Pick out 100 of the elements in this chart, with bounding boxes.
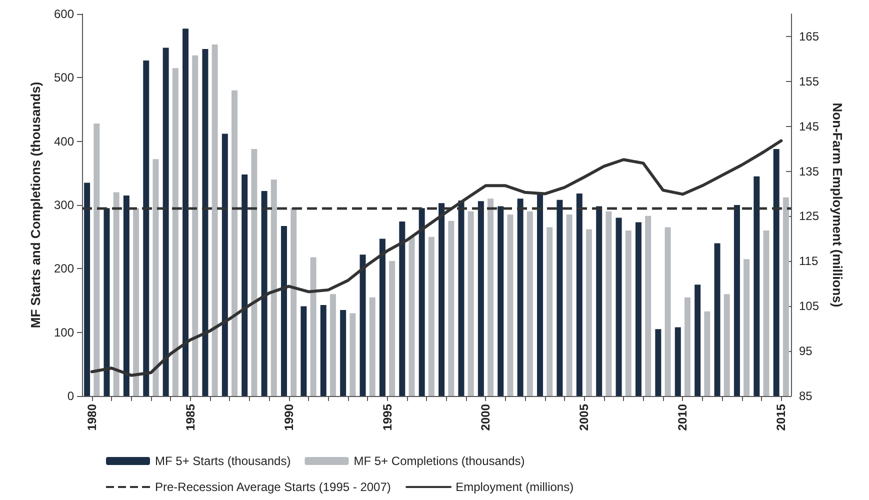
y-tick-label: 100 [54,325,74,340]
bar [202,49,208,396]
bar [418,208,425,396]
y-tick-label: 200 [54,262,74,276]
bar [438,203,445,396]
bar [507,214,514,396]
legend-label: Employment (millions) [456,480,574,494]
y2-tick-label: 115 [799,254,818,268]
bar [162,48,169,396]
x-tick-label: 2000 [478,404,493,431]
bar [566,214,572,396]
bar [330,294,336,396]
bar [232,90,238,396]
bar [123,195,130,396]
bar [340,310,346,396]
bar [645,216,652,396]
bar [300,306,307,396]
bar [408,236,415,396]
bar [773,148,780,396]
bar [192,55,198,396]
y-tick-label: 400 [54,134,74,148]
x-tick-label: 1980 [84,404,99,431]
bar [389,261,396,396]
bar [586,229,592,396]
y2-axis-title: Non-Farm Employment (millions) [830,102,845,308]
bar [94,124,100,396]
bar [694,284,701,396]
y-axis-title: MF Starts and Completions (thousands) [28,82,43,328]
bar [113,192,120,396]
y2-tick-label: 165 [799,29,820,44]
bar [84,182,90,396]
x-tick-label: 1995 [380,404,394,431]
x-tick-label: 2005 [577,404,592,431]
bar [143,60,150,396]
legend-label: Pre-Recession Average Starts (1995 - 2007) [155,480,391,494]
bar [576,194,582,396]
y-tick-label: 600 [54,7,74,21]
bar [734,205,740,396]
bar [478,201,484,396]
bar [320,304,326,396]
bar [310,257,316,396]
bar [369,297,376,396]
legend-label: MF 5+ Completions (thousands) [354,454,525,468]
y-tick-label: 0 [67,389,74,403]
bar [537,194,544,396]
x-tick-label: 2010 [676,404,690,431]
y-tick-label: 500 [54,70,74,85]
y2-tick-label: 105 [799,299,820,314]
x-tick-label: 1985 [183,404,198,431]
bar [655,329,662,396]
bar [290,208,297,396]
x-tick-label: 2015 [774,404,788,431]
x-tick-label: 1990 [282,404,296,431]
bar [360,254,366,396]
y-tick-label: 300 [54,198,74,212]
bar [517,198,524,396]
bar [526,211,533,396]
bar [546,227,553,396]
bar [242,174,248,396]
bar [674,327,681,396]
bar [182,28,189,396]
bar [104,208,110,396]
bar [763,230,770,396]
bar [133,208,140,396]
bar [498,206,504,396]
bar [399,222,406,396]
y2-tick-label: 85 [799,389,813,403]
y2-tick-label: 135 [799,164,820,178]
bar [606,211,612,396]
bar [280,226,287,396]
bar [616,218,622,396]
bar [754,176,760,396]
bar [251,148,258,396]
bar [724,294,730,396]
bar [172,68,178,396]
bar [222,134,228,396]
bar [782,197,789,396]
bar [350,313,356,396]
bar [428,236,434,396]
bar [556,200,563,396]
bar [270,180,277,396]
y2-tick-label: 95 [799,344,813,358]
bar [625,230,632,396]
bar [261,190,268,396]
bar [468,211,474,396]
bar [714,243,720,396]
y2-tick-label: 155 [799,74,820,88]
y2-tick-label: 145 [799,119,820,134]
bar [596,206,602,396]
bar [212,44,218,396]
y2-tick-label: 125 [799,209,820,224]
bar [379,238,386,396]
bar [458,200,464,396]
bar [664,227,671,396]
bar [488,198,494,396]
bar [704,311,710,396]
bar [448,220,454,396]
bar [684,297,690,396]
bar [635,222,642,396]
bar [744,259,750,396]
